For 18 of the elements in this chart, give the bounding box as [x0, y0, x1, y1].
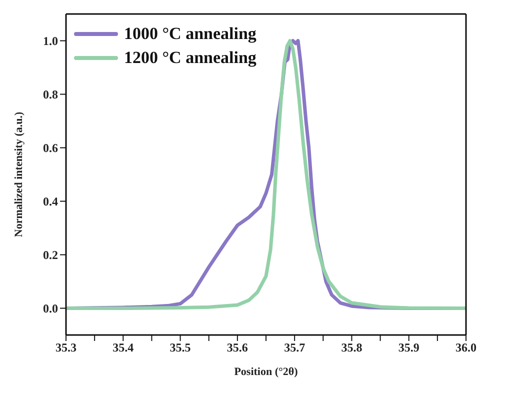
y-tick-label: 0.8 [43, 88, 58, 102]
x-axis-title: Position (°2θ) [234, 366, 298, 378]
y-tick-label: 0.2 [43, 248, 58, 262]
x-tick-label: 35.8 [341, 340, 362, 355]
y-tick-label: 0.4 [43, 194, 58, 209]
legend-label: 1200 °C annealing [124, 47, 256, 69]
x-tick-label: 36.0 [456, 340, 476, 355]
x-tick-label: 35.6 [226, 340, 248, 355]
x-tick-label: 35.9 [398, 340, 420, 355]
y-axis-title: Normalized intensity (a.u.) [12, 112, 25, 238]
x-tick-label: 35.7 [284, 340, 306, 355]
x-tick-label: 35.5 [170, 340, 191, 355]
legend-label: 1000 °C annealing [124, 23, 256, 45]
y-tick-label: 0.6 [43, 141, 58, 156]
x-tick-label: 35.4 [112, 340, 134, 355]
y-tick-label: 0.0 [43, 302, 58, 316]
x-tick-label: 35.3 [56, 340, 76, 355]
y-tick-label: 1.0 [43, 34, 58, 48]
